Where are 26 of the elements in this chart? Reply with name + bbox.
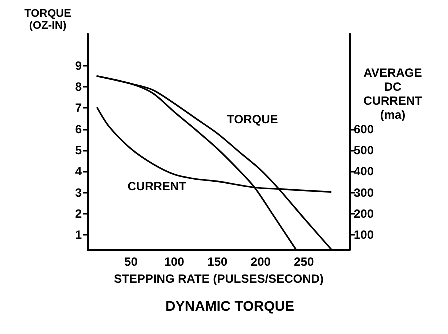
x-tick-label: 50 — [124, 255, 138, 269]
y-tick-label: 4 — [75, 164, 82, 179]
y-axis-title: TORQUE (OZ-IN) — [24, 8, 72, 32]
x-tick-label: 150 — [208, 255, 228, 269]
series-label: TORQUE — [227, 112, 278, 127]
y2-tick-label: 400 — [354, 164, 374, 179]
y2-axis-title: AVERAGE DC CURRENT (ma) — [364, 66, 423, 122]
y-tick-label: 1 — [75, 228, 82, 242]
x-axis-title: STEPPING RATE (PULSES/SECOND) — [114, 272, 324, 286]
y-tick-label: 9 — [75, 58, 82, 73]
y2-tick-label: 500 — [354, 143, 374, 158]
y2-tick-label: 100 — [354, 228, 374, 242]
y-tick-label: 3 — [75, 186, 82, 200]
series-label: CURRENT — [128, 179, 188, 194]
y-tick-label: 2 — [75, 207, 82, 221]
x-tick-label: 200 — [250, 255, 272, 269]
y-tick-label: 7 — [75, 101, 82, 116]
y2-tick-label: 600 — [354, 122, 374, 136]
x-tick-label: 250 — [294, 255, 315, 269]
text: DYNAMIC TORQUE — [166, 298, 294, 314]
y2-tick-label: 200 — [354, 207, 374, 221]
y-tick-label: 6 — [75, 122, 82, 136]
x-tick-label: 100 — [164, 255, 185, 269]
y-tick-label: 8 — [75, 80, 82, 94]
y-tick-label: 5 — [75, 143, 82, 158]
y2-tick-label: 300 — [354, 186, 374, 200]
